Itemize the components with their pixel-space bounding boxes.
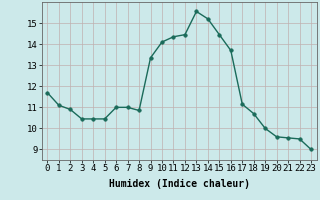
X-axis label: Humidex (Indice chaleur): Humidex (Indice chaleur) — [109, 179, 250, 189]
